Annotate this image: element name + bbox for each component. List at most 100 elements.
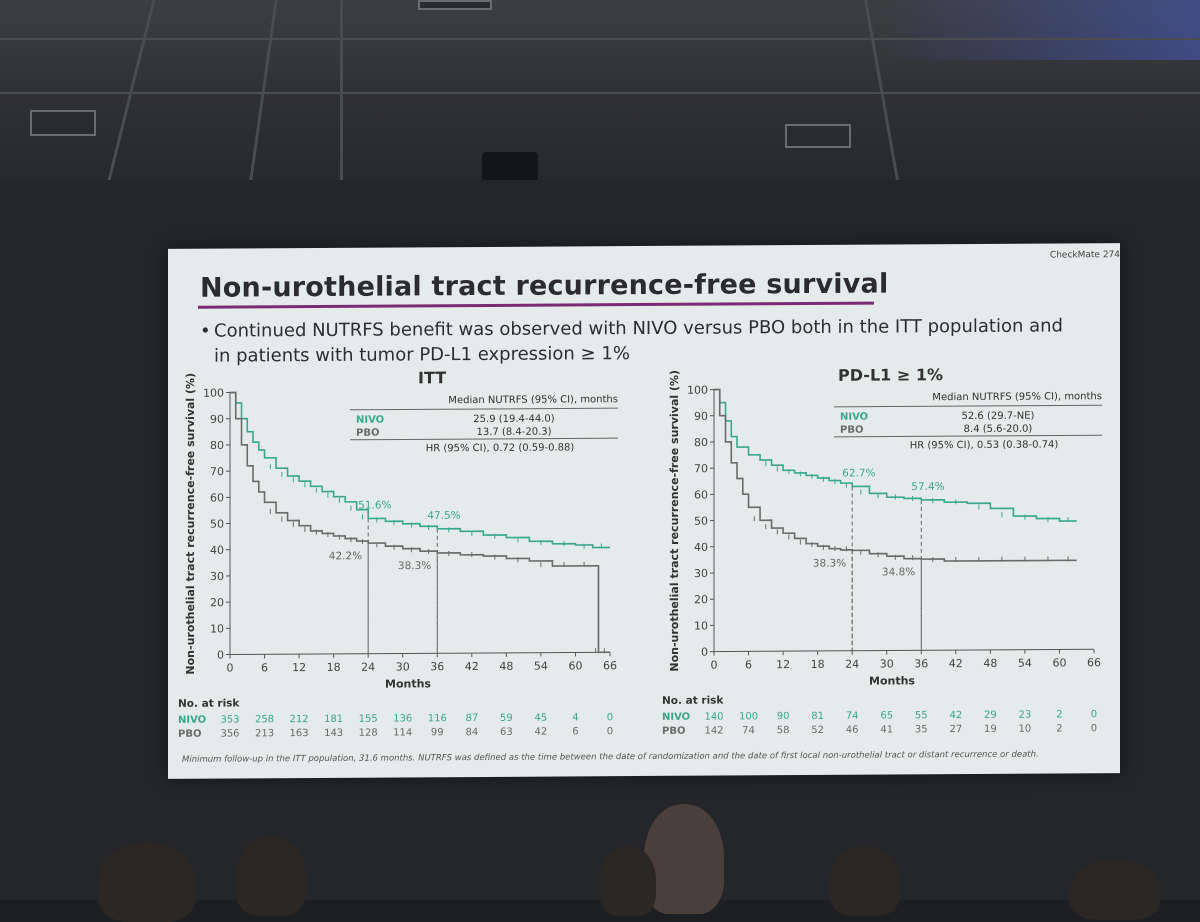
y-tick-label: 50 bbox=[210, 518, 224, 531]
x-tick-label: 42 bbox=[949, 657, 963, 670]
at-risk-nivo-value: 2 bbox=[1056, 709, 1062, 720]
footnote: Minimum follow-up in the ITT population,… bbox=[182, 750, 1039, 765]
x-tick-label: 6 bbox=[745, 658, 752, 671]
landmark-label-nivo: 51.6% bbox=[358, 499, 391, 511]
y-tick-label: 20 bbox=[694, 593, 708, 606]
at-risk-pbo-value: 63 bbox=[500, 727, 513, 738]
x-tick-label: 0 bbox=[711, 659, 718, 672]
at-risk-nivo-value: 155 bbox=[359, 714, 378, 725]
at-risk-label: No. at risk bbox=[178, 697, 240, 709]
x-tick-label: 18 bbox=[327, 661, 341, 674]
x-tick-label: 18 bbox=[811, 658, 825, 671]
x-tick-label: 66 bbox=[1087, 656, 1101, 669]
x-tick-label: 48 bbox=[499, 660, 513, 673]
y-axis-label: Non-urothelial tract recurrence-free sur… bbox=[184, 373, 197, 675]
at-risk-nivo-value: 353 bbox=[220, 714, 239, 725]
x-tick-label: 66 bbox=[603, 659, 617, 672]
at-risk-nivo-value: 81 bbox=[811, 711, 824, 722]
at-risk-nivo-value: 0 bbox=[607, 712, 613, 723]
legend-rule bbox=[350, 408, 618, 410]
x-tick-label: 60 bbox=[568, 659, 582, 672]
at-risk-pbo-value: 99 bbox=[431, 727, 444, 738]
at-risk-nivo-value: 55 bbox=[915, 710, 928, 721]
at-risk-pbo-value: 27 bbox=[949, 724, 962, 735]
landmark-label-pbo: 38.3% bbox=[813, 557, 846, 569]
at-risk-nivo-value: 45 bbox=[535, 713, 548, 724]
y-tick-label: 60 bbox=[210, 491, 224, 504]
at-risk-pbo-value: 74 bbox=[742, 725, 755, 736]
x-tick-label: 0 bbox=[227, 662, 234, 675]
legend-median-nivo: 25.9 (19.4-44.0) bbox=[473, 414, 554, 425]
at-risk-pbo-value: 41 bbox=[880, 724, 893, 735]
bullet-dot: • bbox=[200, 319, 211, 344]
at-risk-pbo-value: 0 bbox=[607, 726, 613, 737]
bullet-point: • Continued NUTRFS benefit was observed … bbox=[200, 313, 1080, 318]
at-risk-pbo-value: 6 bbox=[572, 726, 578, 737]
at-risk-pbo-value: 356 bbox=[220, 728, 239, 739]
at-risk-nivo-value: 59 bbox=[500, 713, 513, 724]
legend-hazard-ratio: HR (95% CI), 0.53 (0.38-0.74) bbox=[910, 439, 1059, 451]
x-tick-label: 12 bbox=[292, 661, 306, 674]
legend-hazard-ratio: HR (95% CI), 0.72 (0.59-0.88) bbox=[426, 442, 575, 454]
at-risk-row-name-pbo: PBO bbox=[178, 729, 201, 740]
presentation-slide: CheckMate 274 Non-urothelial tract recur… bbox=[168, 243, 1120, 779]
y-tick-label: 0 bbox=[701, 646, 708, 659]
at-risk-pbo-value: 46 bbox=[846, 725, 859, 736]
legend-rule bbox=[834, 435, 1102, 437]
legend-median-pbo: 8.4 (5.6-20.0) bbox=[964, 424, 1033, 435]
at-risk-pbo-value: 128 bbox=[359, 728, 378, 739]
x-tick-label: 48 bbox=[983, 657, 997, 670]
legend-series-nivo: NIVO bbox=[840, 412, 868, 423]
x-tick-label: 30 bbox=[880, 657, 894, 670]
at-risk-pbo-value: 58 bbox=[777, 725, 790, 736]
x-tick-label: 60 bbox=[1052, 656, 1066, 669]
at-risk-pbo-value: 10 bbox=[1019, 724, 1032, 735]
at-risk-pbo-value: 143 bbox=[324, 728, 343, 739]
audience-head bbox=[1070, 860, 1160, 920]
x-tick-label: 30 bbox=[396, 660, 410, 673]
at-risk-row-name-nivo: NIVO bbox=[662, 712, 690, 723]
landmark-label-pbo: 42.2% bbox=[329, 550, 362, 562]
y-tick-label: 100 bbox=[687, 384, 708, 397]
y-tick-label: 60 bbox=[694, 488, 708, 501]
at-risk-nivo-value: 181 bbox=[324, 714, 343, 725]
at-risk-pbo-value: 84 bbox=[465, 727, 478, 738]
at-risk-pbo-value: 213 bbox=[255, 728, 274, 739]
y-tick-label: 50 bbox=[694, 515, 708, 528]
at-risk-nivo-value: 74 bbox=[846, 711, 859, 722]
at-risk-nivo-value: 23 bbox=[1019, 710, 1032, 721]
km-curve-pbo bbox=[230, 390, 610, 654]
ceiling-beam bbox=[249, 0, 277, 180]
landmark-label-pbo: 38.3% bbox=[398, 560, 431, 572]
legend-series-nivo: NIVO bbox=[356, 415, 384, 426]
at-risk-pbo-value: 142 bbox=[704, 726, 723, 737]
audience-head bbox=[830, 846, 900, 916]
y-tick-label: 100 bbox=[203, 387, 224, 400]
projector bbox=[482, 152, 538, 182]
at-risk-nivo-value: 258 bbox=[255, 714, 274, 725]
at-risk-nivo-value: 65 bbox=[880, 710, 893, 721]
at-risk-pbo-value: 19 bbox=[984, 724, 997, 735]
at-risk-row-name-pbo: PBO bbox=[662, 726, 685, 737]
at-risk-nivo-value: 136 bbox=[393, 713, 412, 724]
at-risk-pbo-value: 163 bbox=[290, 728, 309, 739]
y-tick-label: 40 bbox=[694, 541, 708, 554]
light-fixture bbox=[30, 110, 96, 136]
y-axis-label: Non-urothelial tract recurrence-free sur… bbox=[668, 370, 681, 672]
at-risk-nivo-value: 116 bbox=[428, 713, 447, 724]
at-risk-nivo-value: 140 bbox=[704, 712, 723, 723]
blue-light bbox=[880, 0, 1200, 60]
landmark-label-nivo: 62.7% bbox=[842, 467, 875, 479]
at-risk-nivo-value: 212 bbox=[290, 714, 309, 725]
x-axis bbox=[230, 652, 610, 654]
x-tick-label: 36 bbox=[430, 660, 444, 673]
y-tick-label: 30 bbox=[694, 567, 708, 580]
y-tick-label: 20 bbox=[210, 596, 224, 609]
ceiling-beam bbox=[340, 0, 343, 180]
at-risk-nivo-value: 90 bbox=[777, 711, 790, 722]
audience-head bbox=[236, 836, 306, 916]
ceiling-seam bbox=[0, 38, 1200, 40]
at-risk-nivo-value: 100 bbox=[739, 711, 758, 722]
at-risk-nivo-value: 87 bbox=[465, 713, 478, 724]
